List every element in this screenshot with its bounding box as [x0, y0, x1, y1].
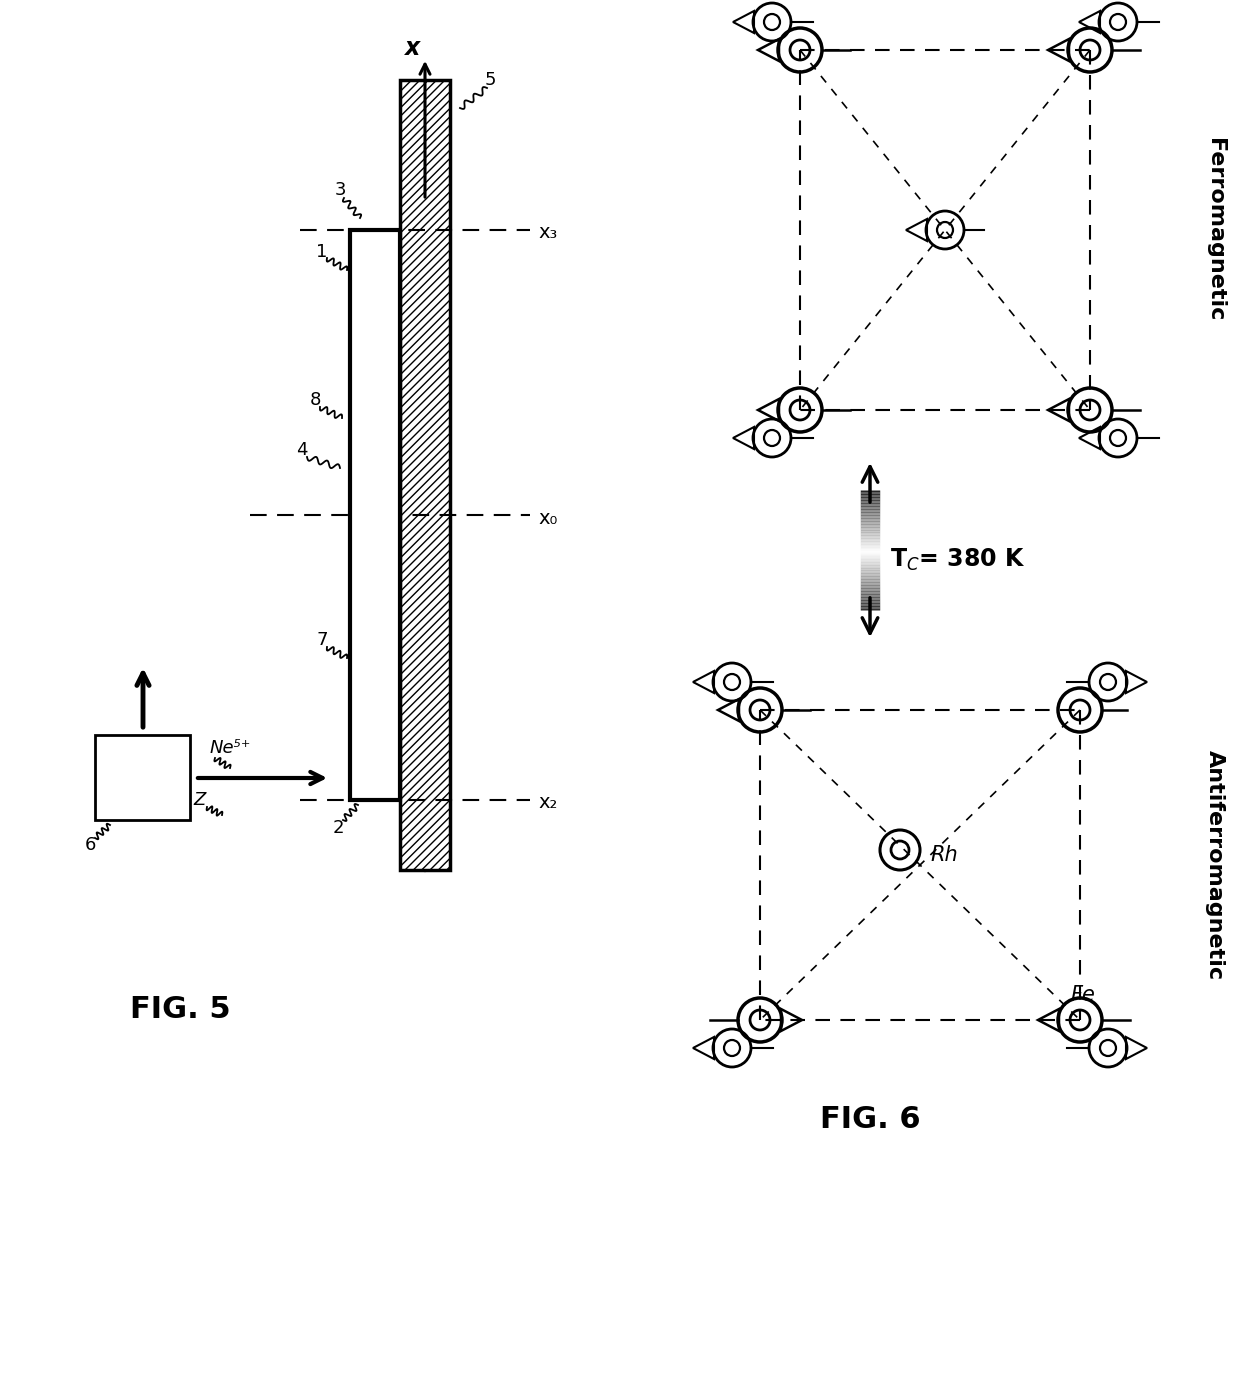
Text: Fe: Fe — [1070, 984, 1095, 1005]
Bar — [95, 735, 190, 820]
Text: Antiferromagnetic: Antiferromagnetic — [1205, 750, 1225, 980]
Text: x₂: x₂ — [538, 794, 557, 813]
Text: FIG. 5: FIG. 5 — [130, 995, 231, 1024]
Text: Ferromagnetic: Ferromagnetic — [1205, 139, 1225, 321]
Text: 3: 3 — [335, 181, 346, 199]
Text: Rh: Rh — [930, 844, 957, 865]
Text: 2: 2 — [332, 820, 343, 838]
Text: Ne⁵⁺: Ne⁵⁺ — [210, 739, 252, 757]
Text: 6: 6 — [84, 836, 95, 854]
Text: Z: Z — [193, 791, 206, 809]
Text: 7: 7 — [316, 632, 327, 649]
Bar — [401, 80, 450, 870]
Text: 5: 5 — [485, 71, 496, 89]
Text: x₀: x₀ — [538, 508, 557, 527]
Text: T$_C$= 380 K: T$_C$= 380 K — [890, 546, 1025, 573]
Text: x: x — [405, 36, 420, 60]
Text: FIG. 6: FIG. 6 — [820, 1105, 920, 1134]
Text: 8: 8 — [309, 391, 321, 409]
Bar — [350, 231, 401, 800]
Text: 1: 1 — [316, 243, 327, 261]
Text: 4: 4 — [296, 441, 308, 459]
Text: x₃: x₃ — [538, 224, 557, 243]
